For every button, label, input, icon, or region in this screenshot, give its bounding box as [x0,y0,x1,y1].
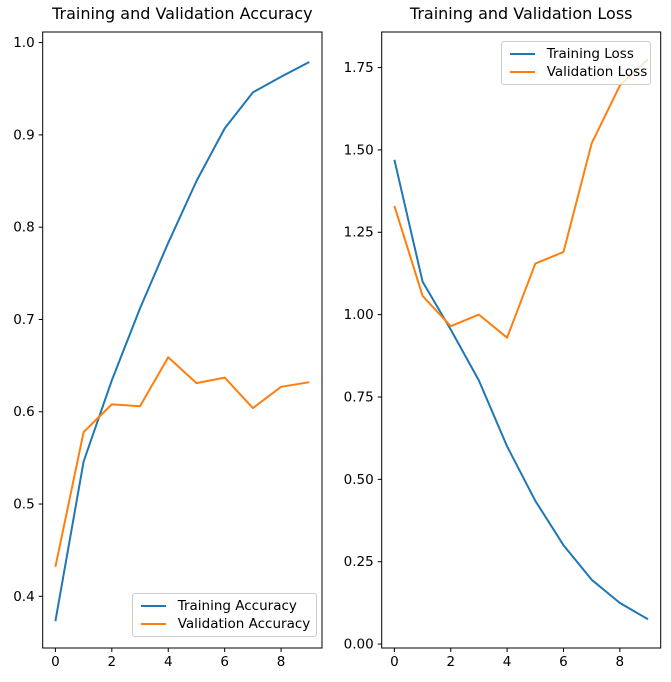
y-tick-label: 1.75 [344,60,374,76]
validation-accuracy-line [54,356,310,568]
training-loss-line-swatch [509,53,535,56]
training-accuracy-line-swatch [140,605,166,608]
legend-label: Training Loss [546,46,634,63]
y-tick-label: 1.00 [344,307,374,323]
y-tick-label: 1.50 [344,142,374,158]
legend-label: Training Accuracy [177,598,297,615]
x-tick-label: 2 [108,654,117,670]
x-tick-label: 0 [51,654,60,670]
y-tick-label: 0.4 [13,589,34,605]
validation-accuracy-line-swatch [140,623,166,626]
accuracy-axes: 0 2 4 6 8 0.4 0.5 0.6 0.7 0.8 0.9 1.0 [13,31,323,670]
accuracy-legend: Training Accuracy Validation Accuracy [131,593,317,638]
x-tick-label: 0 [390,654,399,670]
y-tick-label: 0.00 [344,637,374,653]
axes-border [381,31,662,649]
training-loss-line [393,159,649,621]
y-tick-label: 1.0 [13,35,34,51]
y-tick-label: 0.5 [13,496,34,512]
y-tick-label: 0.7 [13,312,34,328]
validation-loss-line [393,58,649,339]
y-tick-label: 0.25 [344,554,374,570]
y-tick-label: 0.8 [13,220,34,236]
x-tick-label: 4 [164,654,173,670]
legend-entry-training-loss: Training Loss [509,45,642,63]
legend-label: Validation Loss [546,64,648,81]
y-tick-label: 0.50 [344,472,374,488]
axes-border [42,31,323,649]
training-accuracy-line [54,61,310,622]
accuracy-chart-title: Training and Validation Accuracy [52,4,313,23]
x-tick-label: 8 [277,654,286,670]
x-tick-label: 4 [503,654,512,670]
validation-loss-line-swatch [509,71,535,74]
loss-chart-title: Training and Validation Loss [409,4,633,23]
y-tick-label: 0.6 [13,404,34,420]
x-tick-label: 2 [446,654,455,670]
y-tick-label: 0.9 [13,127,34,143]
legend-label: Validation Accuracy [177,616,311,633]
x-tick-label: 6 [220,654,229,670]
legend-entry-validation-accuracy: Validation Accuracy [140,615,311,633]
y-tick-label: 0.75 [344,389,374,405]
legend-entry-training-accuracy: Training Accuracy [140,597,308,615]
x-tick-label: 8 [616,654,625,670]
y-tick-label: 1.25 [344,225,374,241]
x-tick-label: 6 [559,654,568,670]
legend-entry-validation-loss: Validation Loss [509,63,647,81]
loss-axes: 0 2 4 6 8 0.00 0.25 0.50 0.75 1.00 1.25 1.50 1.75 [344,31,662,670]
loss-legend: Training Loss Validation Loss [500,41,651,86]
